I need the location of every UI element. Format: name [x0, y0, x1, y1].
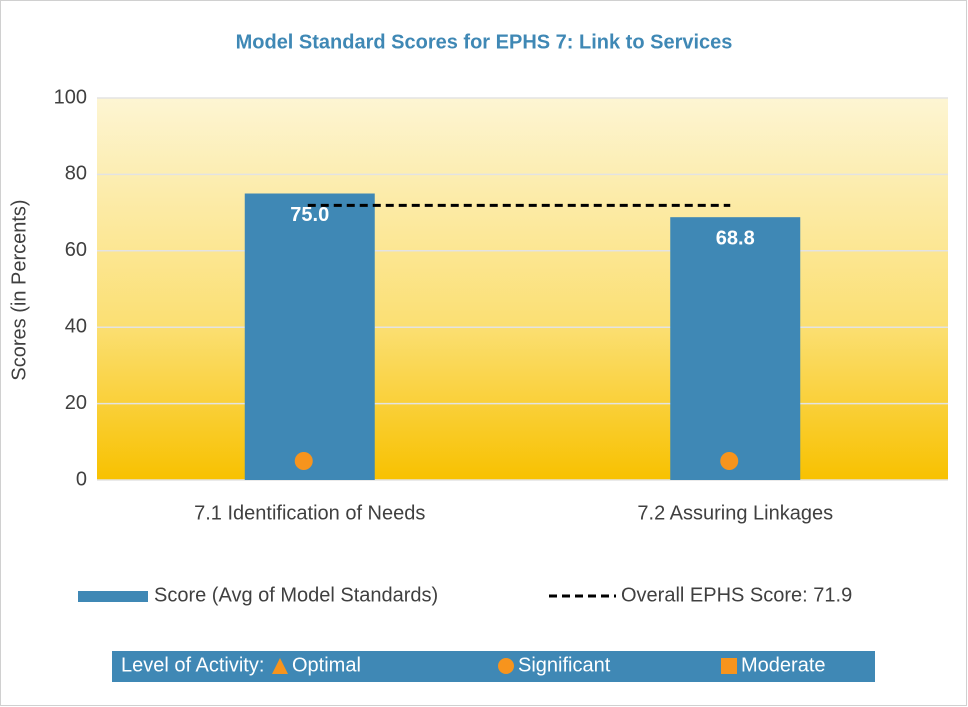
activity-legend-title: Level of Activity:	[121, 654, 264, 676]
activity-legend-label: Moderate	[741, 654, 826, 676]
bar	[670, 217, 801, 480]
activity-marker	[294, 452, 313, 470]
y-axis-label: Scores (in Percents)	[8, 199, 30, 380]
bar	[244, 193, 375, 480]
value-label: 68.8	[716, 227, 755, 249]
activity-legend	[112, 651, 875, 682]
y-tick-label: 40	[65, 315, 87, 337]
y-tick-label: 60	[65, 239, 87, 261]
activity-legend-label: Optimal	[292, 654, 361, 676]
value-label: 75.0	[290, 204, 329, 226]
legend-swatch	[78, 591, 148, 602]
y-tick-label: 100	[54, 86, 87, 108]
plot-area	[97, 98, 948, 480]
chart-title: Model Standard Scores for EPHS 7: Link t…	[236, 31, 733, 53]
x-tick-label: 7.2 Assuring Linkages	[637, 502, 833, 524]
activity-legend-marker	[721, 658, 737, 674]
x-tick-label: 7.1 Identification of Needs	[194, 502, 425, 524]
y-tick-label: 0	[76, 468, 87, 490]
legend-label: Score (Avg of Model Standards)	[154, 584, 438, 606]
activity-legend-marker	[498, 658, 514, 674]
activity-legend-marker	[272, 658, 288, 674]
legend-label: Overall EPHS Score: 71.9	[621, 584, 852, 606]
activity-legend-label: Significant	[518, 654, 611, 676]
y-tick-label: 20	[65, 392, 87, 414]
y-tick-label: 80	[65, 163, 87, 185]
activity-marker	[720, 452, 739, 470]
